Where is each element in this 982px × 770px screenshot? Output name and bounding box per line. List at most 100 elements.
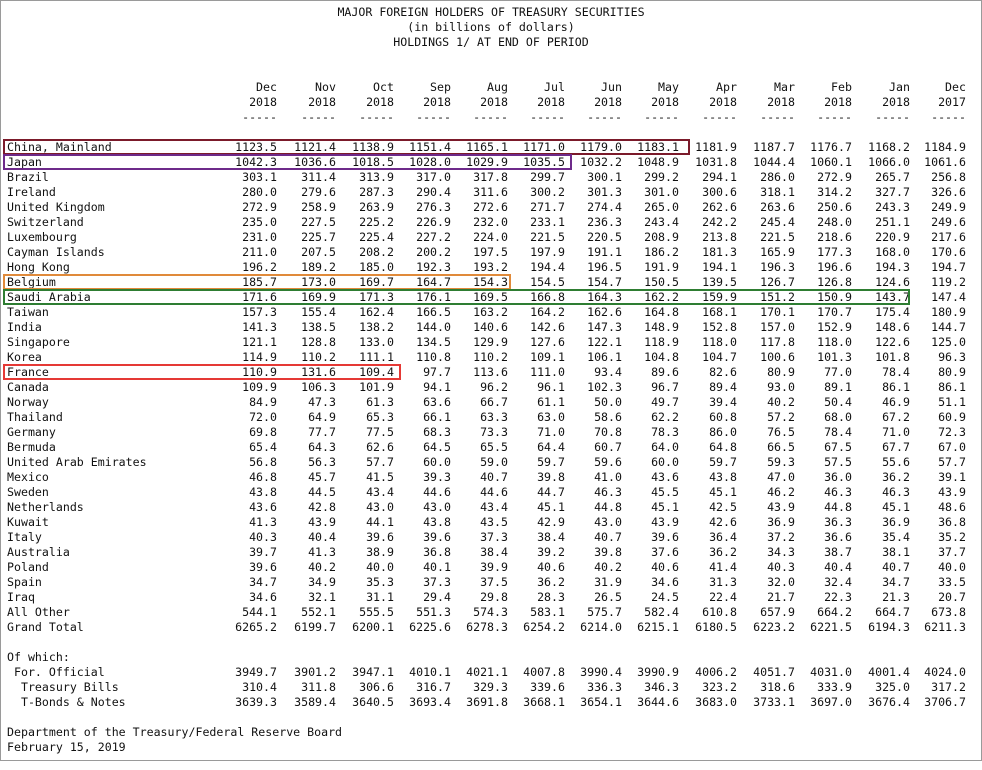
holding-value: 39.2 <box>537 545 565 559</box>
of-which-value: 306.6 <box>359 680 394 694</box>
holding-value: 299.7 <box>530 170 565 184</box>
holding-value: 36.2 <box>882 470 910 484</box>
holding-value: 127.6 <box>530 335 565 349</box>
holding-value: 41.4 <box>709 560 737 574</box>
holding-value: 43.6 <box>249 500 277 514</box>
holding-value: 38.4 <box>537 530 565 544</box>
holding-value: 43.9 <box>308 515 336 529</box>
holding-value: 96.2 <box>480 380 508 394</box>
table-row: Australia 39.7 41.3 38.9 36.8 38.4 39.2 39.8 37.… <box>0 545 982 560</box>
holding-value: 166.8 <box>530 290 565 304</box>
holding-value: 68.3 <box>423 425 451 439</box>
of-which-value: 339.6 <box>530 680 565 694</box>
holding-value: 220.9 <box>875 230 910 244</box>
country-name: United Arab Emirates <box>7 455 147 469</box>
country-name: Poland <box>7 560 49 574</box>
holding-value: 43.8 <box>423 515 451 529</box>
holding-value: 40.7 <box>882 560 910 574</box>
holding-value: 159.9 <box>702 290 737 304</box>
of-which-name: For. Official <box>7 665 105 679</box>
holding-value: 152.9 <box>817 320 852 334</box>
holding-value: 1044.4 <box>753 155 795 169</box>
column-separator: ----- <box>931 110 966 124</box>
holding-value: 242.2 <box>702 215 737 229</box>
holding-value: 80.9 <box>767 365 795 379</box>
holding-value: 1181.9 <box>695 140 737 154</box>
holding-value: 128.8 <box>301 335 336 349</box>
holding-value: 1183.1 <box>637 140 679 154</box>
holding-value: 171.3 <box>359 290 394 304</box>
holding-value: 67.0 <box>938 440 966 454</box>
holding-value: 71.0 <box>882 425 910 439</box>
of-which-value: 346.3 <box>644 680 679 694</box>
holding-value: 249.6 <box>931 215 966 229</box>
table-row: Poland 39.6 40.2 40.0 40.1 39.9 40.6 40.2 40.6 41… <box>0 560 982 575</box>
holding-value: 664.7 <box>875 605 910 619</box>
holding-value: 1029.9 <box>466 155 508 169</box>
holding-value: 250.6 <box>817 200 852 214</box>
holding-value: 147.3 <box>587 320 622 334</box>
table-row: Japan 1042.3 1036.6 1018.5 1028.0 1029.9 1035.… <box>0 155 982 170</box>
holding-value: 49.7 <box>651 395 679 409</box>
of-which-value: 310.4 <box>242 680 277 694</box>
holding-value: 673.8 <box>931 605 966 619</box>
country-name: Belgium <box>7 275 56 289</box>
holding-value: 225.2 <box>359 215 394 229</box>
holding-value: 1036.6 <box>294 155 336 169</box>
column-year-header: 2018 <box>423 95 451 109</box>
holding-value: 34.7 <box>882 575 910 589</box>
holding-value: 40.4 <box>308 530 336 544</box>
column-year-header: 2018 <box>537 95 565 109</box>
holding-value: 6225.6 <box>409 620 451 634</box>
holding-value: 249.9 <box>931 200 966 214</box>
of-which-value: 3697.0 <box>810 695 852 709</box>
holding-value: 122.1 <box>587 335 622 349</box>
of-which-value: 3949.7 <box>235 665 277 679</box>
holding-value: 126.7 <box>760 275 795 289</box>
holding-value: 60.7 <box>594 440 622 454</box>
holding-value: 326.6 <box>931 185 966 199</box>
holding-value: 64.8 <box>709 440 737 454</box>
holding-value: 43.8 <box>709 470 737 484</box>
holding-value: 196.6 <box>817 260 852 274</box>
table-row: Thailand 72.0 64.9 65.3 66.1 63.3 63.0 58.6 62.2… <box>0 410 982 425</box>
holding-value: 86.0 <box>709 425 737 439</box>
holding-value: 313.9 <box>359 170 394 184</box>
holding-value: 39.1 <box>938 470 966 484</box>
column-year-header: 2017 <box>938 95 966 109</box>
holding-value: 73.3 <box>480 425 508 439</box>
holding-value: 34.3 <box>767 545 795 559</box>
holding-value: 78.4 <box>824 425 852 439</box>
holding-value: 280.0 <box>242 185 277 199</box>
holding-value: 124.6 <box>875 275 910 289</box>
holding-value: 39.3 <box>423 470 451 484</box>
holding-value: 38.4 <box>480 545 508 559</box>
country-name: Mexico <box>7 470 49 484</box>
holding-value: 1035.5 <box>523 155 565 169</box>
holding-value: 271.7 <box>530 200 565 214</box>
holding-value: 36.8 <box>938 515 966 529</box>
holding-value: 42.9 <box>537 515 565 529</box>
table-row: United Arab Emirates 56.8 56.3 57.7 60.0 59.0… <box>0 455 982 470</box>
holding-value: 39.8 <box>537 470 565 484</box>
holding-value: 77.7 <box>308 425 336 439</box>
holding-value: 175.4 <box>875 305 910 319</box>
holding-value: 36.9 <box>767 515 795 529</box>
holding-value: 263.9 <box>359 200 394 214</box>
of-which-value: 4001.4 <box>868 665 910 679</box>
holding-value: 36.3 <box>824 515 852 529</box>
column-separator: ----- <box>242 110 277 124</box>
holding-value: 94.1 <box>423 380 451 394</box>
holding-value: 40.3 <box>767 560 795 574</box>
holding-value: 89.6 <box>651 365 679 379</box>
table-row: Korea 114.9 110.2 111.1 110.8 110.2 109.1 106.1… <box>0 350 982 365</box>
holding-value: 59.0 <box>480 455 508 469</box>
table-row: Saudi Arabia 171.6 169.9 171.3 176.1 169.5 166… <box>0 290 982 305</box>
of-which-value: 3589.4 <box>294 695 336 709</box>
holding-value: 6221.5 <box>810 620 852 634</box>
holding-value: 265.0 <box>644 200 679 214</box>
holding-value: 40.7 <box>480 470 508 484</box>
holding-value: 192.3 <box>416 260 451 274</box>
column-month-header: Aug <box>487 80 508 94</box>
holding-value: 220.5 <box>587 230 622 244</box>
